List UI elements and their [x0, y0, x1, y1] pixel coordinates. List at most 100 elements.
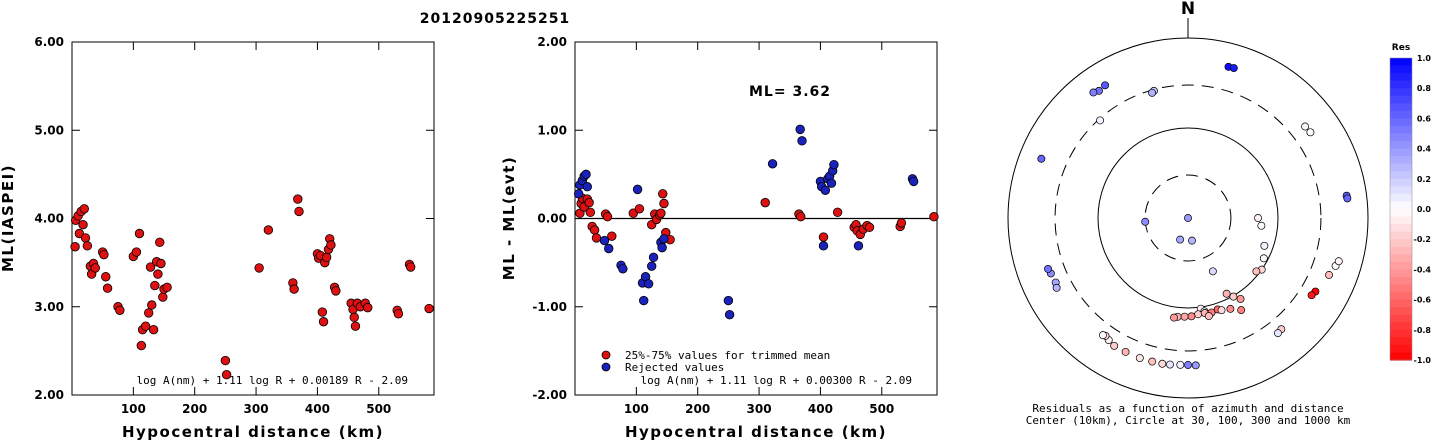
left-data-point — [131, 247, 142, 257]
colorbar-band — [1390, 276, 1412, 286]
left-y-tick-label: 3.00 — [34, 300, 64, 314]
colorbar-band — [1390, 95, 1412, 104]
left-data-point — [145, 262, 156, 272]
middle-data-point — [818, 232, 829, 242]
polar-data-point — [1334, 257, 1343, 266]
colorbar-band — [1390, 186, 1412, 195]
middle-data-point — [585, 207, 596, 218]
colorbar-band — [1390, 156, 1412, 165]
polar-data-point — [1222, 289, 1231, 298]
middle-x-tick-label: 300 — [747, 402, 772, 416]
colorbar-band — [1390, 148, 1412, 157]
colorbar-band — [1390, 261, 1412, 270]
polar-rings — [1007, 37, 1369, 399]
left-data-point — [263, 225, 274, 235]
colorbar-band — [1390, 178, 1412, 187]
left-data-point — [162, 282, 172, 293]
middle-data-point — [767, 159, 778, 169]
left-plot-frame — [71, 41, 435, 396]
colorbar-band — [1390, 284, 1412, 293]
polar-data-point — [1089, 88, 1098, 97]
left-data-point — [294, 206, 304, 217]
polar-data-point — [1148, 357, 1157, 366]
middle-data-point — [659, 234, 669, 244]
colorbar-band — [1390, 58, 1412, 67]
polar-points — [1037, 62, 1352, 370]
colorbar-band — [1390, 344, 1412, 354]
middle-y-axis-label: ML - ML(evt) — [500, 156, 518, 280]
polar-data-point — [1184, 361, 1192, 369]
polar-data-point — [1208, 267, 1217, 276]
polar-data-point — [1098, 331, 1107, 340]
colorbar-ticks: 1.0 0.8 0.6 0.4 0.2 0.0 -0.2 -0.4 -0.6 -0.8 -1.0 — [1414, 54, 1432, 365]
polar-data-point — [1184, 214, 1192, 222]
polar-data-point — [1260, 241, 1269, 250]
colorbar-band — [1390, 352, 1412, 361]
polar-data-point — [1259, 254, 1268, 263]
middle-data-point — [581, 169, 591, 180]
colorbar-band — [1390, 246, 1412, 255]
polar-data-point — [1135, 354, 1144, 362]
middle-data-point — [908, 176, 919, 187]
polar-data-point — [1110, 341, 1119, 350]
middle-data-point — [818, 241, 829, 251]
middle-data-point — [657, 242, 667, 253]
colorbar-tick-label: 0.2 — [1417, 175, 1431, 184]
colorbar-tick-label: -0.8 — [1414, 326, 1432, 335]
colorbar-band — [1390, 171, 1412, 180]
polar-data-point — [1306, 128, 1315, 137]
colorbar-tick-label: -1.0 — [1414, 356, 1432, 365]
middle-data-point — [659, 198, 669, 209]
left-data-point — [101, 272, 111, 282]
middle-data-point — [618, 264, 628, 274]
colorbar-tick-label: -0.6 — [1414, 296, 1432, 305]
middle-data-point — [648, 252, 659, 263]
polar-data-point — [1176, 235, 1185, 244]
middle-data-point — [853, 241, 864, 251]
polar-data-point — [1037, 154, 1046, 163]
middle-y-tick-label: -2.00 — [532, 388, 567, 402]
middle-y-ticks: -2.00 -1.00 0.00 1.00 2.00 — [532, 35, 937, 402]
left-data-point — [147, 300, 157, 310]
polar-data-point — [1252, 267, 1261, 276]
middle-y-tick-label: 0.00 — [537, 212, 567, 226]
middle-data-point — [589, 225, 600, 235]
middle-y-tick-label: -1.00 — [532, 300, 567, 314]
left-data-point — [393, 309, 404, 319]
left-data-point — [155, 237, 165, 248]
left-data-point — [90, 263, 101, 273]
left-data-point — [158, 292, 168, 302]
residual-colorbar: Res 1.0 0.8 0.6 0.4 0.2 0.0 -0.2 -0.4 -0.6 -0.8 -1… — [1389, 43, 1432, 365]
colorbar-gradient — [1389, 57, 1413, 361]
colorbar-tick-label: 0.0 — [1417, 205, 1432, 214]
event-title: 20120905225251 — [420, 11, 570, 27]
left-data-point — [317, 307, 328, 317]
colorbar-band — [1390, 329, 1412, 338]
left-data-point — [349, 312, 359, 323]
middle-data-point — [582, 182, 592, 192]
legend-label-trimmed: 25%-75% values for trimmed mean — [625, 349, 830, 362]
polar-data-point — [1052, 283, 1061, 292]
colorbar-band — [1390, 322, 1412, 331]
polar-data-point — [1141, 217, 1150, 226]
left-data-point — [70, 242, 80, 252]
polar-data-point — [1191, 361, 1200, 370]
left-y-tick-label: 4.00 — [34, 212, 64, 226]
middle-data-point — [602, 212, 613, 222]
middle-data-point — [826, 178, 837, 188]
colorbar-band — [1390, 292, 1412, 301]
left-x-ticks: 100 200 300 400 500 — [121, 42, 391, 416]
colorbar-band — [1390, 299, 1412, 308]
left-data-point — [153, 269, 163, 279]
polar-data-point — [1204, 312, 1213, 321]
left-x-tick-label: 200 — [182, 402, 207, 416]
polar-ring — [1007, 37, 1369, 399]
colorbar-band — [1390, 314, 1412, 323]
middle-data-point — [929, 212, 939, 222]
left-data-point — [405, 262, 416, 272]
middle-data-point — [832, 207, 843, 218]
polar-data-point — [1254, 214, 1262, 222]
colorbar-band — [1390, 307, 1412, 316]
polar-data-point — [1229, 64, 1238, 73]
left-data-point — [156, 258, 166, 269]
